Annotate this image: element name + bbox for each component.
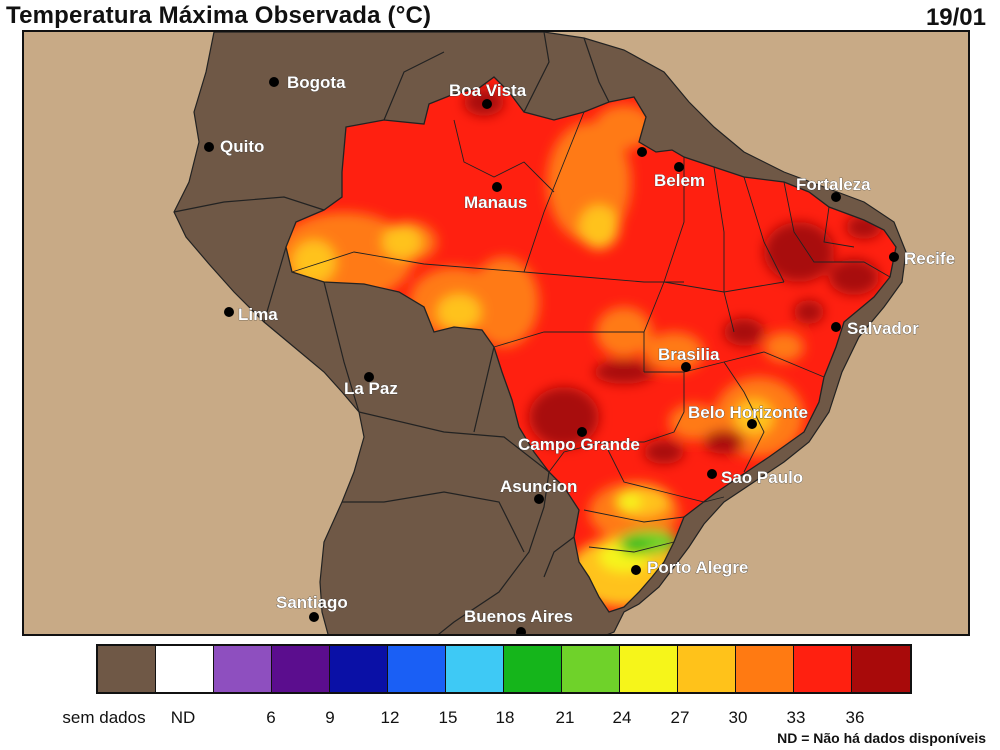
legend-label-6: 6 (266, 708, 276, 727)
city-marker (747, 419, 757, 429)
legend-label-12: 12 (380, 708, 400, 727)
city-marker (534, 494, 544, 504)
legend-label-sem-dados: sem dados (62, 708, 146, 727)
brazil-temperature-field (286, 77, 896, 612)
legend-swatch-9-12 (330, 646, 388, 692)
city-label-porto-alegre: Porto Alegre (647, 558, 748, 577)
legend-swatch-15-18 (446, 646, 504, 692)
city-markers (204, 77, 899, 634)
city-marker (831, 322, 841, 332)
city-marker (889, 252, 899, 262)
state-borders (291, 111, 891, 553)
city-label-belem: Belem (654, 171, 705, 190)
city-marker (631, 565, 641, 575)
city-label-belo-horizonte: Belo Horizonte (688, 403, 808, 422)
city-marker (674, 162, 684, 172)
city-label-campo-grande: Campo Grande (518, 435, 640, 454)
city-marker (269, 77, 279, 87)
legend-swatch-6-9 (272, 646, 330, 692)
city-label-manaus: Manaus (464, 193, 527, 212)
city-marker (516, 627, 526, 634)
city-marker (482, 99, 492, 109)
city-label-sao-paulo: Sao Paulo (721, 468, 803, 487)
legend-label-30: 30 (728, 708, 748, 727)
legend-label-21: 21 (555, 708, 575, 727)
city-marker (707, 469, 717, 479)
city-marker (204, 142, 214, 152)
legend-swatch-sem-dados (98, 646, 156, 692)
city-marker (577, 427, 587, 437)
city-labels: Bogota Quito Boa Vista Manaus Belem Fort… (220, 73, 956, 627)
legend-label-18: 18 (495, 708, 515, 727)
city-label-bogota: Bogota (287, 73, 346, 92)
city-label-salvador: Salvador (847, 319, 919, 338)
city-label-asuncion: Asuncion (500, 477, 577, 496)
legend-swatch-33-36 (794, 646, 852, 692)
legend-swatch-above-36 (852, 646, 910, 692)
temperature-legend (96, 644, 912, 694)
city-label-boa-vista: Boa Vista (449, 81, 527, 100)
legend-swatch-24-27 (620, 646, 678, 692)
city-label-fortaleza: Fortaleza (796, 175, 871, 194)
brazil-outline (285, 76, 897, 613)
city-marker (364, 372, 374, 382)
city-marker (492, 182, 502, 192)
city-label-recife: Recife (904, 249, 955, 268)
legend-label-36: 36 (845, 708, 865, 727)
legend-label-15: 15 (438, 708, 458, 727)
legend-label-33: 33 (786, 708, 806, 727)
legend-swatch-below-6 (214, 646, 272, 692)
city-marker (309, 612, 319, 622)
legend-label-24: 24 (612, 708, 632, 727)
temperature-map: Bogota Quito Boa Vista Manaus Belem Fort… (22, 30, 970, 636)
legend-footnote: ND = Não há dados disponíveis (777, 730, 986, 746)
city-label-la-paz: La Paz (344, 379, 398, 398)
city-marker (224, 307, 234, 317)
legend-swatch-27-30 (678, 646, 736, 692)
city-label-buenos-aires: Buenos Aires (464, 607, 573, 626)
map-date: 19/01 (925, 4, 986, 31)
legend-swatch-21-24 (562, 646, 620, 692)
city-marker (637, 147, 647, 157)
legend-swatch-18-21 (504, 646, 562, 692)
city-label-quito: Quito (220, 137, 264, 156)
city-label-brasilia: Brasilia (658, 345, 720, 364)
city-marker (831, 192, 841, 202)
legend-label-nd: ND (170, 708, 196, 727)
legend-label-27: 27 (670, 708, 690, 727)
city-marker (681, 362, 691, 372)
legend-swatch-12-15 (388, 646, 446, 692)
legend-swatch-30-33 (736, 646, 794, 692)
legend-label-9: 9 (325, 708, 335, 727)
country-borders (173, 32, 610, 634)
map-title: Temperatura Máxima Observada (°C) (6, 2, 432, 29)
map-svg: Bogota Quito Boa Vista Manaus Belem Fort… (24, 32, 968, 634)
city-label-lima: Lima (238, 305, 278, 324)
city-label-santiago: Santiago (276, 593, 348, 612)
legend-swatch-nd (156, 646, 214, 692)
